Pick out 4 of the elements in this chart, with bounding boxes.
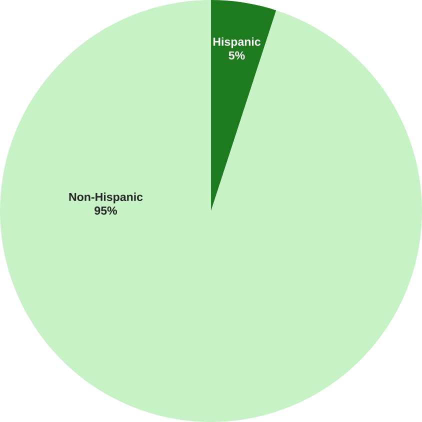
- slice-label: Hispanic: [213, 37, 260, 48]
- data-label: 5%: [228, 51, 245, 60]
- data-label: 95%: [94, 206, 118, 215]
- slice-label: Non-Hispanic: [69, 192, 143, 204]
